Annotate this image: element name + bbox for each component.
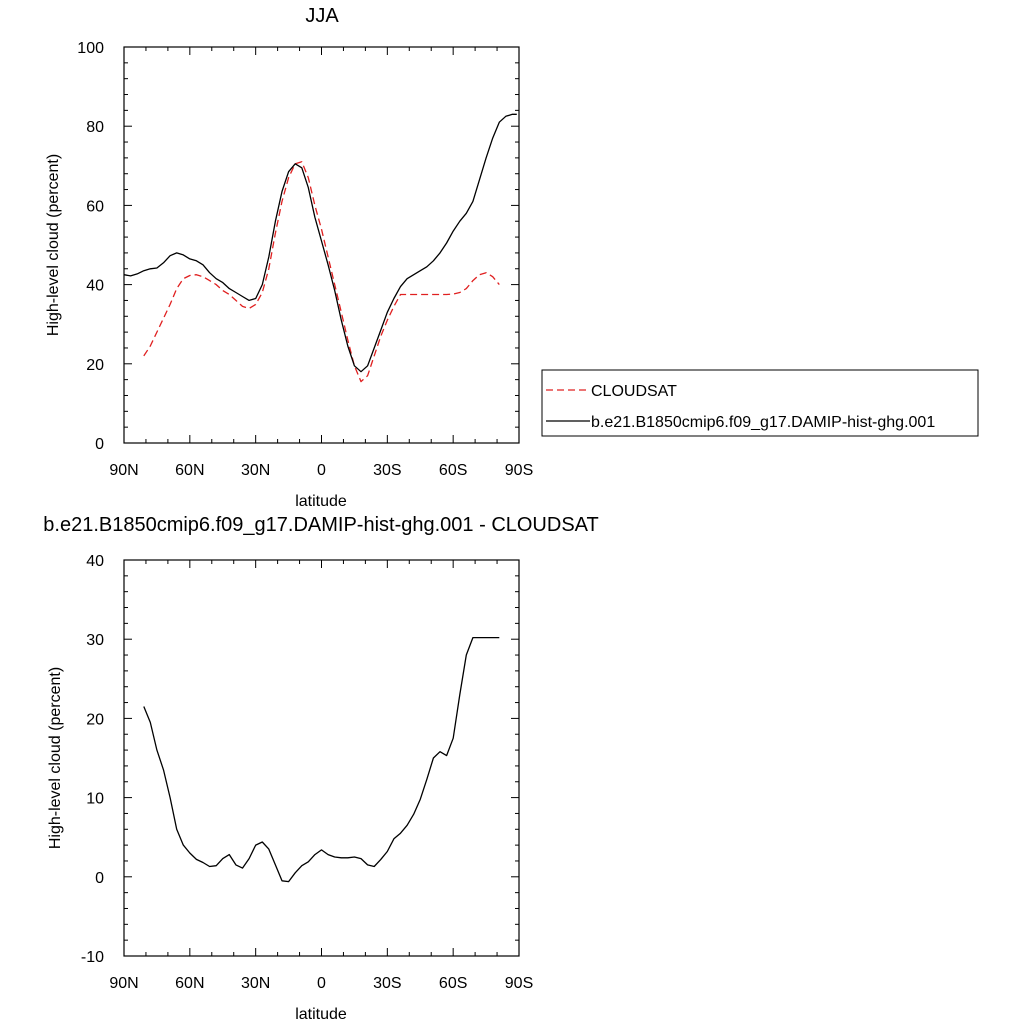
- top-series: [123, 113, 517, 383]
- top-y-tick-label: 100: [77, 40, 104, 57]
- top-chart: JJA 0 20 40 60 80 100 90N 60N 30N 0 30S 60S 90S lat…: [45, 5, 979, 510]
- legend-label-cloudsat: CLOUDSAT: [591, 383, 677, 400]
- top-y-ticks: 0 20 40 60 80 100: [77, 40, 519, 453]
- top-series-line-b-e21-b1850cmip6-f09: [123, 113, 517, 373]
- top-y-tick-label: 80: [86, 119, 104, 136]
- bottom-y-tick-label: 10: [86, 791, 104, 808]
- bottom-x-tick-label: 90N: [109, 975, 138, 992]
- top-x-tick-label: 90N: [109, 462, 138, 479]
- top-chart-frame: [123, 46, 520, 444]
- top-x-tick-label: 60S: [439, 462, 467, 479]
- top-x-tick-label: 30N: [241, 462, 270, 479]
- bottom-chart: b.e21.B1850cmip6.f09_g17.DAMIP-hist-ghg.…: [43, 514, 598, 1023]
- bottom-y-ticks: -10 0 10 20 30 40: [81, 553, 519, 966]
- bottom-x-tick-label: 90S: [505, 975, 533, 992]
- top-x-tick-label: 60N: [175, 462, 204, 479]
- bottom-series: [143, 636, 500, 883]
- top-x-tick-label: 0: [317, 462, 326, 479]
- top-x-ticks: 90N 60N 30N 0 30S 60S 90S: [109, 47, 533, 479]
- legend-box: [541, 369, 979, 437]
- bottom-y-tick-label: 0: [95, 870, 104, 887]
- top-x-tick-label: 30S: [373, 462, 401, 479]
- bottom-x-tick-label: 30N: [241, 975, 270, 992]
- bottom-x-axis-label: latitude: [295, 1006, 347, 1023]
- bottom-x-ticks: 90N 60N 30N 0 30S 60S 90S: [109, 560, 533, 992]
- bottom-y-tick-label: 40: [86, 553, 104, 570]
- bottom-y-axis-label: High-level cloud (percent): [47, 667, 64, 849]
- bottom-x-tick-label: 0: [317, 975, 326, 992]
- bottom-chart-frame: [123, 559, 520, 957]
- top-x-axis-label: latitude: [295, 493, 347, 510]
- top-chart-title: JJA: [305, 5, 339, 27]
- bottom-x-tick-label: 30S: [373, 975, 401, 992]
- bottom-y-tick-label: -10: [81, 949, 104, 966]
- top-x-tick-label: 90S: [505, 462, 533, 479]
- top-y-tick-label: 0: [95, 436, 104, 453]
- top-y-axis-label: High-level cloud (percent): [45, 154, 62, 336]
- top-series-line-cloudsat: [143, 161, 500, 383]
- bottom-x-tick-label: 60S: [439, 975, 467, 992]
- bottom-chart-title: b.e21.B1850cmip6.f09_g17.DAMIP-hist-ghg.…: [43, 514, 598, 536]
- bottom-x-tick-label: 60N: [175, 975, 204, 992]
- bottom-y-tick-label: 30: [86, 632, 104, 649]
- legend-label-model: b.e21.B1850cmip6.f09_g17.DAMIP-hist-ghg.…: [591, 414, 935, 431]
- top-y-tick-label: 40: [86, 278, 104, 295]
- top-y-tick-label: 20: [86, 357, 104, 374]
- bottom-series-line-0: [143, 636, 500, 883]
- top-y-tick-label: 60: [86, 198, 104, 215]
- bottom-y-tick-label: 20: [86, 711, 104, 728]
- top-legend: CLOUDSAT b.e21.B1850cmip6.f09_g17.DAMIP-…: [541, 369, 979, 437]
